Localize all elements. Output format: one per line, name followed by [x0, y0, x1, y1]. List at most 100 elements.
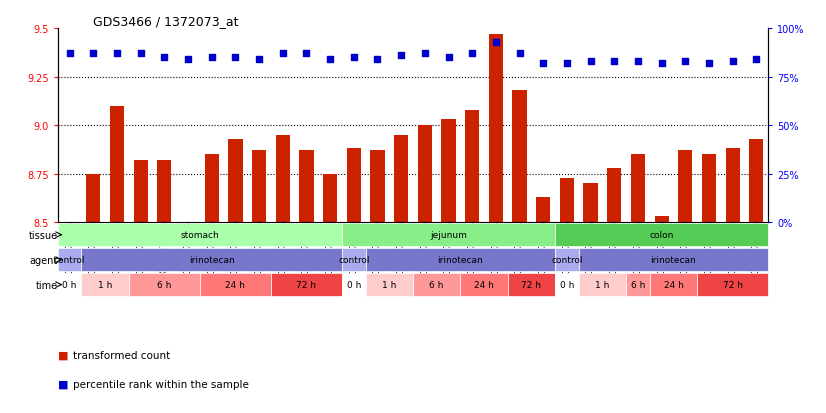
Bar [63, 223, 77, 258]
Point [158, 55, 171, 61]
Text: 0 h: 0 h [560, 280, 574, 290]
Bar [299, 151, 314, 223]
Bar [725, 149, 740, 223]
Bar [579, 274, 626, 296]
Text: 0 h: 0 h [347, 280, 361, 290]
Bar [181, 223, 195, 261]
Bar [607, 169, 621, 223]
Bar [276, 135, 290, 223]
Point [631, 59, 644, 65]
Bar [413, 274, 460, 296]
Bar [626, 274, 650, 296]
Point [324, 57, 337, 63]
Text: 1 h: 1 h [382, 280, 396, 290]
Point [442, 55, 455, 61]
Bar [441, 120, 456, 223]
Point [702, 60, 715, 67]
Bar [560, 178, 574, 223]
Bar [631, 155, 645, 223]
Text: 24 h: 24 h [474, 280, 494, 290]
Bar [460, 274, 508, 296]
Bar [465, 110, 479, 223]
Point [750, 57, 763, 63]
Text: GDS3466 / 1372073_at: GDS3466 / 1372073_at [93, 15, 239, 28]
Point [655, 60, 668, 67]
Bar [366, 274, 413, 296]
Text: stomach: stomach [181, 230, 219, 240]
Bar [508, 274, 555, 296]
Point [300, 51, 313, 57]
Point [466, 51, 479, 57]
Bar [228, 139, 243, 223]
Text: ■: ■ [58, 350, 69, 360]
Point [182, 57, 195, 63]
Bar [323, 174, 337, 223]
Bar [702, 155, 716, 223]
Bar [366, 249, 555, 271]
Text: control: control [338, 256, 369, 264]
Bar [579, 249, 768, 271]
Text: colon: colon [649, 230, 674, 240]
Text: irinotecan: irinotecan [189, 256, 235, 264]
Point [87, 51, 100, 57]
Point [608, 59, 621, 65]
Bar [394, 135, 408, 223]
Bar [129, 274, 200, 296]
Text: transformed count: transformed count [73, 350, 170, 360]
Point [726, 59, 739, 65]
Point [560, 60, 573, 67]
Bar [583, 184, 598, 223]
Bar [555, 249, 579, 271]
Bar [157, 161, 172, 223]
Point [489, 39, 502, 46]
Text: 1 h: 1 h [98, 280, 112, 290]
Point [513, 51, 526, 57]
Bar [252, 151, 266, 223]
Bar [58, 224, 342, 246]
Bar [749, 139, 763, 223]
Bar [370, 151, 385, 223]
Text: control: control [551, 256, 582, 264]
Point [205, 55, 218, 61]
Point [371, 57, 384, 63]
Text: 24 h: 24 h [663, 280, 683, 290]
Bar [82, 274, 129, 296]
Point [679, 59, 692, 65]
Bar [58, 274, 82, 296]
Text: ■: ■ [58, 379, 69, 389]
Text: 6 h: 6 h [631, 280, 645, 290]
Bar [678, 151, 692, 223]
Bar [489, 35, 503, 223]
Point [63, 51, 76, 57]
Point [229, 55, 242, 61]
Text: irinotecan: irinotecan [651, 256, 696, 264]
Text: tissue: tissue [29, 230, 58, 240]
Bar [58, 249, 82, 271]
Text: 72 h: 72 h [521, 280, 541, 290]
Bar [271, 274, 342, 296]
Point [347, 55, 360, 61]
Text: percentile rank within the sample: percentile rank within the sample [73, 379, 249, 389]
Bar [512, 91, 527, 223]
Text: time: time [36, 280, 58, 290]
Point [111, 51, 124, 57]
Bar [418, 126, 432, 223]
Text: 24 h: 24 h [225, 280, 245, 290]
Bar [555, 274, 579, 296]
Point [418, 51, 431, 57]
Text: 6 h: 6 h [430, 280, 444, 290]
Bar [536, 197, 550, 223]
Bar [342, 274, 366, 296]
Bar [110, 107, 124, 223]
Text: 0 h: 0 h [63, 280, 77, 290]
Bar [650, 274, 697, 296]
Point [395, 53, 408, 59]
Bar [342, 224, 555, 246]
Text: jejunum: jejunum [430, 230, 467, 240]
Bar [86, 174, 101, 223]
Bar [205, 155, 219, 223]
Bar [200, 274, 271, 296]
Text: 72 h: 72 h [723, 280, 743, 290]
Bar [555, 224, 768, 246]
Text: 6 h: 6 h [157, 280, 172, 290]
